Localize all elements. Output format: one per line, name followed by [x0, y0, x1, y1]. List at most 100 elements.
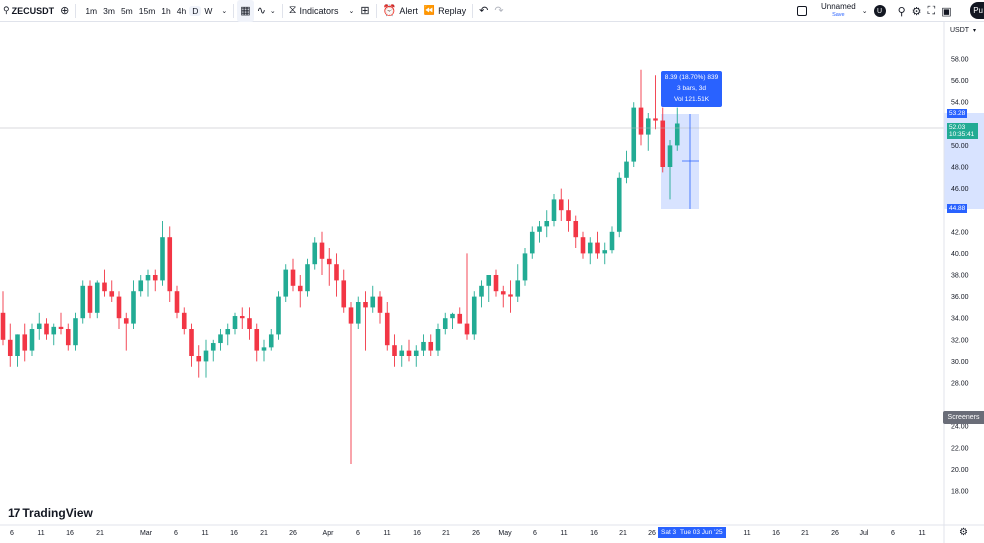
redo-button[interactable]: ↷ — [491, 0, 506, 22]
time-tick-label: 16 — [66, 530, 74, 537]
time-tick-label: 21 — [442, 530, 450, 537]
candle-body — [631, 107, 637, 162]
divider — [281, 3, 283, 18]
save-label: Save — [832, 12, 845, 18]
symbol-search[interactable]: ⚲ ZECUSDT — [0, 0, 57, 22]
drawing-tools-button[interactable]: ∿ ⌄ — [254, 0, 279, 22]
interval-w[interactable]: W — [204, 5, 213, 16]
time-tick-label: 6 — [891, 530, 895, 537]
candle-body — [36, 323, 42, 329]
candle-body — [218, 334, 223, 344]
chevron-down-icon: ▾ — [973, 28, 977, 34]
measure-start-date-tag: Sat 3 — [658, 527, 680, 538]
interval-d[interactable]: D — [189, 5, 202, 16]
time-tick-label: 16 — [413, 530, 421, 537]
time-tick-label: 11 — [743, 530, 750, 537]
candle-body — [73, 318, 78, 346]
time-tick-label: 21 — [96, 530, 104, 537]
candles-icon: ▦ — [240, 5, 251, 17]
chart-type-button[interactable]: ▦ — [237, 0, 254, 22]
candle-body — [674, 123, 680, 146]
candle-body — [508, 294, 513, 297]
candle-body — [464, 323, 470, 335]
camera-icon: ▣ — [941, 5, 952, 18]
divider — [472, 3, 474, 18]
candle-body — [602, 250, 608, 254]
candle-body — [558, 199, 564, 211]
undo-button[interactable]: ↶ — [476, 0, 491, 22]
compare-button[interactable]: ⊕ — [57, 0, 72, 22]
candle-body — [377, 296, 383, 313]
candle-body — [290, 269, 296, 286]
chevron-down-icon: ⌄ — [348, 7, 355, 15]
tradingview-logo[interactable]: 17 TradingView — [8, 506, 93, 520]
price-tick-label: 28.00 — [951, 381, 969, 388]
measure-low-tag: 44.88 — [947, 204, 968, 213]
candle-body — [566, 210, 571, 221]
candle-body — [334, 264, 339, 281]
time-tick-label: 16 — [590, 530, 598, 537]
snapshot-button[interactable]: ▣ — [938, 0, 954, 22]
time-tick-label: Jul — [860, 530, 869, 537]
candle-body — [145, 275, 151, 281]
candle-body — [341, 280, 347, 308]
candle-body — [58, 326, 64, 329]
price-axis[interactable]: 58.00 56.00 54.00 50.00 48.00 46.00 42.00 40.00… — [951, 57, 969, 496]
fullscreen-button[interactable]: ⛶ — [925, 0, 939, 22]
plus-circle-icon: ⊕ — [60, 5, 70, 17]
interval-15m[interactable]: 15m — [138, 5, 156, 16]
chart-area[interactable]: 58.00 56.00 54.00 50.00 48.00 46.00 42.00 40.00… — [0, 22, 984, 543]
user-avatar-button[interactable]: U — [871, 0, 889, 22]
current-price-value: 52.03 — [949, 124, 966, 131]
candle-body — [7, 339, 13, 356]
measure-volume: Vol 121.51K — [673, 96, 710, 103]
interval-dropdown[interactable]: ⌄ — [218, 0, 230, 22]
layout-title: Unnamed — [821, 2, 856, 11]
chart-settings-gear-icon[interactable]: ⚙ — [959, 527, 968, 538]
price-tick-label: 40.00 — [951, 251, 969, 258]
replay-button[interactable]: ⏪ Replay — [421, 0, 469, 22]
candle-body — [392, 345, 397, 356]
quick-search-button[interactable]: ⚲ — [895, 0, 909, 22]
candle-body — [428, 341, 434, 351]
candle-body — [232, 316, 238, 329]
fullscreen-icon: ⛶ — [927, 4, 936, 17]
interval-3m[interactable]: 3m — [103, 5, 115, 16]
chevron-down-icon: ⌄ — [221, 7, 228, 15]
time-tick-label: 16 — [772, 530, 780, 537]
templates-button[interactable]: ⊞ — [357, 0, 372, 22]
time-tick-label: 11 — [560, 530, 567, 537]
right-toolbar: Unnamed Save ⌄ U ⚲ ⚙ ⛶ ▣ — [794, 0, 955, 22]
measure-high-tag: 53.28 — [947, 109, 968, 118]
candle-body — [450, 313, 455, 319]
candle-body — [638, 107, 644, 135]
time-tick-label: 21 — [619, 530, 627, 537]
interval-1h[interactable]: 1h — [161, 5, 171, 16]
time-tick-label: May — [498, 530, 512, 537]
candle-body — [94, 282, 100, 313]
candle-body — [413, 350, 419, 356]
publish-button[interactable]: Pu — [970, 2, 984, 19]
currency-label[interactable]: USDT — [950, 27, 970, 34]
layout-name-button[interactable]: Unnamed Save ⌄ — [818, 0, 871, 22]
time-tick-label: 11 — [383, 530, 390, 537]
candle-body — [355, 302, 361, 324]
interval-1m[interactable]: 1m — [85, 5, 98, 16]
candle-body — [370, 296, 376, 308]
candle-body — [551, 199, 557, 221]
settings-button[interactable]: ⚙ — [909, 0, 925, 22]
layout-select[interactable] — [794, 0, 810, 22]
time-axis[interactable]: 6 11 16 21 Mar 6 11 16 21 26 Apr 6 11 16 21 26 May 6 11 16 2… — [10, 530, 926, 537]
candle-body — [305, 264, 310, 292]
symbol-name[interactable]: ZECUSDT — [11, 5, 55, 16]
price-tick-label: 24.00 — [951, 424, 969, 431]
interval-4h[interactable]: 4h — [176, 5, 187, 16]
price-tick-label: 22.00 — [951, 445, 969, 452]
interval-5m[interactable]: 5m — [120, 5, 133, 16]
price-tick-label: 36.00 — [951, 294, 969, 301]
alert-button[interactable]: ⏰ Alert — [380, 0, 421, 22]
candle-body — [138, 280, 144, 292]
indicators-button[interactable]: ⧖ Indicators ⌄ — [286, 0, 358, 22]
screeners-button[interactable]: Screeners — [943, 411, 984, 424]
grid-icon: ⊞ — [360, 5, 370, 17]
